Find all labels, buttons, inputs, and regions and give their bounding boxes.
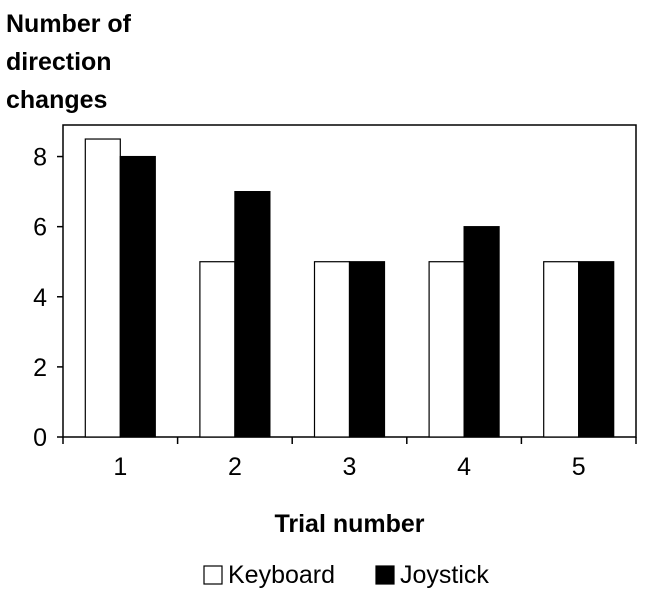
y-tick-label: 4 — [33, 284, 47, 312]
bar-keyboard-3 — [313, 261, 351, 438]
y-axis-label-line: direction — [6, 48, 112, 76]
y-tick-label: 0 — [33, 424, 47, 452]
y-tick-label: 8 — [33, 144, 47, 172]
y-axis-label: Number of direction changes — [6, 10, 132, 114]
legend-label-joystick: Joystick — [400, 561, 489, 589]
bars — [84, 138, 615, 438]
bar-joystick-4 — [463, 226, 500, 438]
x-tick-label: 1 — [113, 453, 127, 481]
legend: Keyboard Joystick — [203, 561, 489, 589]
y-tick-label: 2 — [33, 354, 47, 382]
x-axis: 1 2 3 4 5 — [62, 437, 637, 481]
y-tick-label: 6 — [33, 214, 47, 242]
y-axis: 0 2 4 6 8 — [33, 144, 63, 452]
x-tick-label: 4 — [457, 453, 471, 481]
legend-label-keyboard: Keyboard — [228, 561, 335, 589]
x-axis-label: Trial number — [274, 510, 424, 538]
x-tick-label: 2 — [228, 453, 242, 481]
bar-keyboard-4 — [428, 261, 465, 438]
bar-keyboard-1 — [84, 138, 121, 438]
legend-swatch-keyboard — [203, 565, 223, 585]
x-tick-label: 3 — [343, 453, 357, 481]
legend-swatch-joystick — [375, 565, 395, 585]
bar-keyboard-2 — [199, 261, 236, 438]
bar-joystick-3 — [348, 261, 386, 438]
bar-joystick-2 — [234, 191, 271, 438]
bar-joystick-1 — [119, 155, 156, 438]
bar-joystick-5 — [578, 261, 615, 438]
bar-keyboard-5 — [543, 261, 580, 438]
x-tick-label: 5 — [572, 453, 586, 481]
y-axis-label-line: changes — [6, 86, 107, 114]
y-axis-label-line: Number of — [6, 10, 132, 38]
